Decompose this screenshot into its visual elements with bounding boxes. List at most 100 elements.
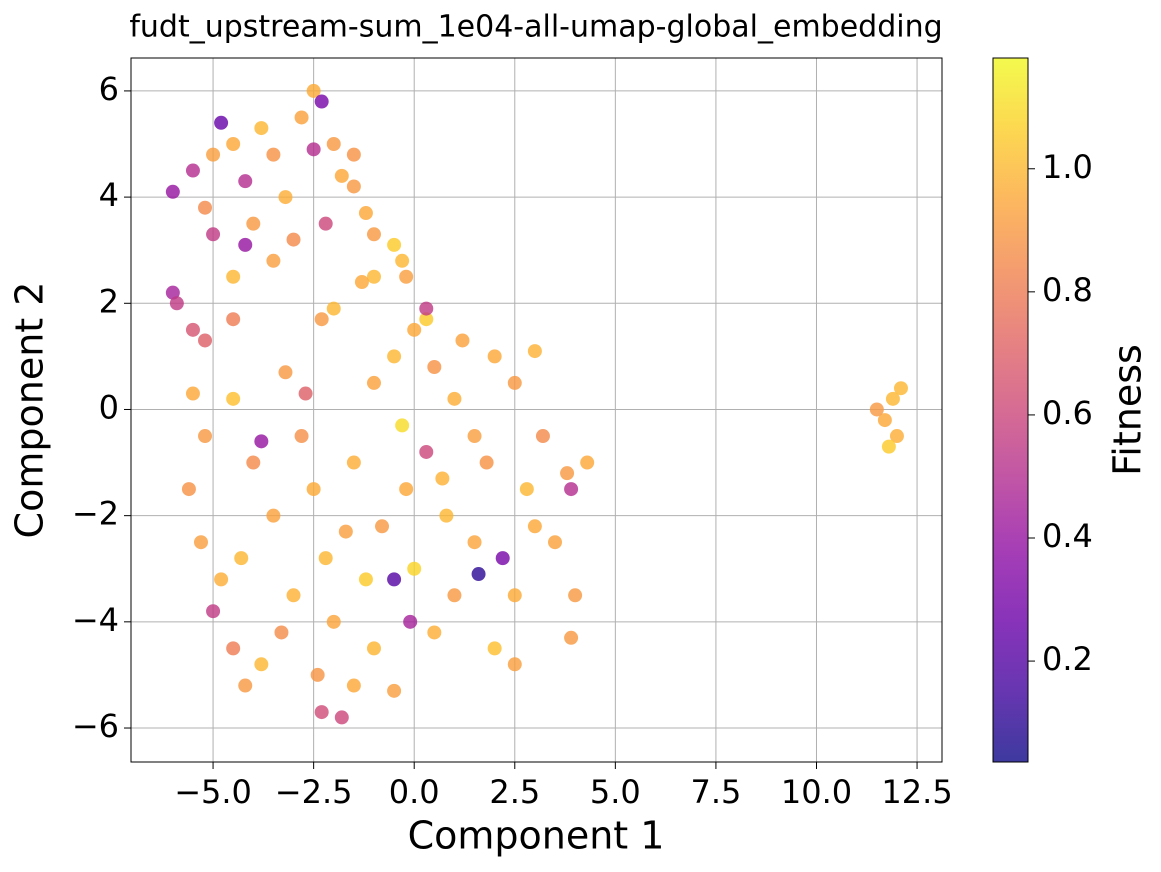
point xyxy=(185,163,200,178)
point xyxy=(507,588,522,603)
chart-title: fudt_upstream-sum_1e04-all-umap-global_e… xyxy=(129,10,942,45)
point xyxy=(346,147,361,162)
point xyxy=(238,237,253,252)
point xyxy=(286,232,301,247)
point xyxy=(274,625,289,640)
point xyxy=(238,174,253,189)
y-tick-label: −4 xyxy=(72,601,119,639)
point xyxy=(387,237,402,252)
point xyxy=(387,349,402,364)
point xyxy=(306,83,321,98)
point xyxy=(419,301,434,316)
point xyxy=(181,482,196,497)
point xyxy=(358,206,373,221)
point xyxy=(427,359,442,374)
point xyxy=(266,253,281,268)
point xyxy=(294,429,309,444)
point xyxy=(226,312,241,327)
point xyxy=(507,657,522,672)
point xyxy=(439,508,454,523)
point xyxy=(548,535,563,550)
point xyxy=(334,168,349,183)
y-tick-label: 6 xyxy=(99,70,119,108)
point xyxy=(447,391,462,406)
point xyxy=(403,614,418,629)
point xyxy=(254,121,269,136)
point xyxy=(214,572,229,587)
colorbar-tick-label: 0.6 xyxy=(1042,394,1093,432)
point xyxy=(471,567,486,582)
point xyxy=(254,434,269,449)
point xyxy=(226,391,241,406)
point xyxy=(354,275,369,290)
point xyxy=(479,455,494,470)
point xyxy=(560,466,575,481)
point xyxy=(266,147,281,162)
point xyxy=(326,301,341,316)
colorbar-tick-label: 0.8 xyxy=(1042,271,1093,309)
point xyxy=(419,312,434,327)
point xyxy=(314,94,329,109)
point xyxy=(387,572,402,587)
point xyxy=(366,227,381,242)
point xyxy=(246,216,261,231)
point xyxy=(314,312,329,327)
point xyxy=(419,444,434,459)
point xyxy=(467,429,482,444)
point xyxy=(226,137,241,152)
point xyxy=(467,535,482,550)
point xyxy=(234,551,249,566)
point xyxy=(564,482,579,497)
point xyxy=(881,439,896,454)
y-tick-label: 4 xyxy=(99,176,119,214)
point xyxy=(366,641,381,656)
point xyxy=(435,471,450,486)
point xyxy=(407,561,422,576)
point xyxy=(519,482,534,497)
colorbar xyxy=(993,58,1028,762)
point xyxy=(198,429,213,444)
point xyxy=(198,200,213,215)
point xyxy=(358,572,373,587)
x-axis-label: Component 1 xyxy=(408,814,665,858)
point xyxy=(407,322,422,337)
x-tick-label: −2.5 xyxy=(275,773,353,811)
point xyxy=(266,508,281,523)
point xyxy=(375,519,390,534)
x-tick-label: 10.0 xyxy=(781,773,852,811)
point xyxy=(298,386,313,401)
point xyxy=(206,147,221,162)
point xyxy=(294,110,309,125)
point xyxy=(338,524,353,539)
point xyxy=(346,678,361,693)
point xyxy=(366,375,381,390)
point xyxy=(185,386,200,401)
x-tick-label: 0.0 xyxy=(389,773,440,811)
point xyxy=(318,216,333,231)
x-tick-label: −5.0 xyxy=(174,773,252,811)
point xyxy=(185,322,200,337)
point xyxy=(165,184,180,199)
point xyxy=(306,142,321,157)
point xyxy=(169,296,184,311)
point xyxy=(395,253,410,268)
y-tick-label: 0 xyxy=(99,388,119,426)
point xyxy=(226,269,241,284)
y-tick-label: −2 xyxy=(72,495,119,533)
point xyxy=(399,269,414,284)
point xyxy=(487,641,502,656)
point xyxy=(334,710,349,725)
point xyxy=(346,179,361,194)
point xyxy=(387,683,402,698)
point xyxy=(326,137,341,152)
colorbar-tick-label: 0.2 xyxy=(1042,640,1093,678)
point xyxy=(198,333,213,348)
point xyxy=(455,333,470,348)
point xyxy=(238,678,253,693)
point xyxy=(346,455,361,470)
point xyxy=(527,344,542,359)
x-tick-label: 7.5 xyxy=(690,773,741,811)
point xyxy=(869,402,884,417)
point xyxy=(226,641,241,656)
